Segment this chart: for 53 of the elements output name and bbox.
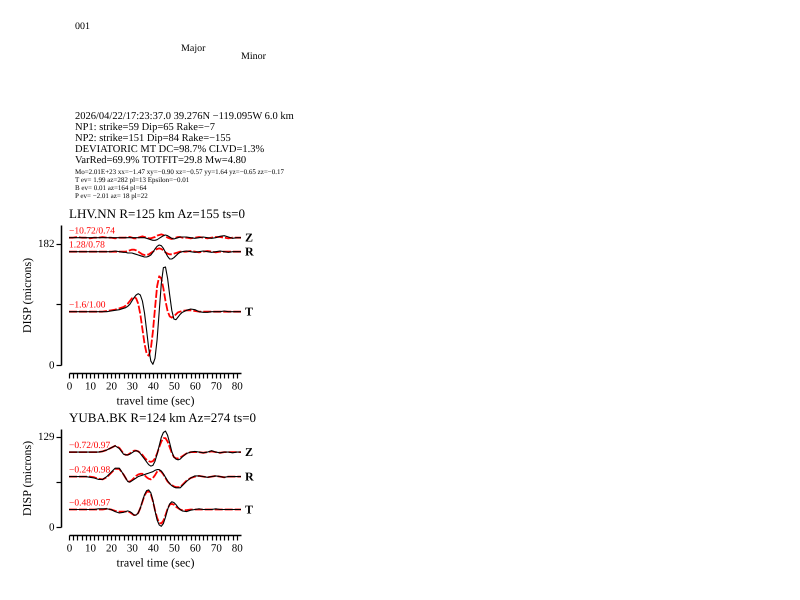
x-tick-label: 0 xyxy=(66,380,73,392)
line-series xyxy=(68,437,242,463)
line-series xyxy=(68,266,242,365)
x-tick-label: 30 xyxy=(126,542,138,554)
x-tick-label: 40 xyxy=(148,542,160,554)
y-tick-label: 0 xyxy=(49,360,55,372)
line-series xyxy=(68,275,242,357)
x-tick-label: 20 xyxy=(106,542,118,554)
x-tick-label: 40 xyxy=(148,380,160,392)
text: 2026/04/22/17:23:37.0 39.276N −119.095W 6.0 km xyxy=(75,111,294,122)
y-axis-title: DISP (microns) xyxy=(20,258,34,334)
series-label: 1.28/0.78 xyxy=(69,240,106,251)
series-label: −0.24/0.98 xyxy=(69,466,110,476)
series-label: Z xyxy=(245,445,254,460)
series-label: T xyxy=(245,304,254,319)
chart-title: YUBA.BK R=124 km Az=274 ts=0 xyxy=(69,410,256,425)
x-tick-label: 50 xyxy=(168,542,180,554)
y-tick-label: 182 xyxy=(38,238,54,250)
text: Minor xyxy=(241,51,267,62)
y-axis-title: DISP (microns) xyxy=(20,440,34,516)
text: 001 xyxy=(75,21,90,32)
x-tick-label: 50 xyxy=(168,380,180,392)
x-tick-label: 30 xyxy=(126,380,138,392)
x-tick-label: 0 xyxy=(66,542,73,554)
x-tick-label: 60 xyxy=(190,380,202,392)
text: VarRed=69.9% TOTFIT=29.8 Mw=4.80 xyxy=(75,155,246,166)
text: DEVIATORIC MT DC=98.7% CLVD=1.3% xyxy=(75,144,265,155)
line-series xyxy=(68,247,242,256)
x-tick-label: 10 xyxy=(84,542,96,554)
x-tick-label: 60 xyxy=(190,542,202,554)
series-label: −0.48/0.97 xyxy=(69,498,110,508)
line-series xyxy=(68,430,242,467)
y-tick-label: 0 xyxy=(49,522,55,534)
series-label: −0.72/0.97 xyxy=(69,441,110,452)
y-tick-label: 129 xyxy=(38,431,55,444)
text: NP2: strike=151 Dip=84 Rake=−155 xyxy=(75,133,231,144)
series-label: Z xyxy=(245,230,254,245)
series-label: R xyxy=(245,244,254,259)
text: NP1: strike=59 Dip=65 Rake=−7 xyxy=(75,122,216,133)
x-tick-label: 10 xyxy=(84,380,96,392)
series-label: −10.72/0.74 xyxy=(69,226,116,237)
x-tick-label: 20 xyxy=(106,380,118,392)
text: Major xyxy=(181,43,206,54)
x-axis-title: travel time (sec) xyxy=(116,556,194,570)
x-tick-label: 70 xyxy=(210,542,222,554)
x-tick-label: 70 xyxy=(210,380,222,392)
x-axis-title: travel time (sec) xyxy=(116,394,194,408)
x-tick-label: 80 xyxy=(232,542,244,554)
chart-title: LHV.NN R=125 km Az=155 ts=0 xyxy=(69,206,245,221)
series-label: −1.6/1.00 xyxy=(69,300,106,311)
x-tick-label: 80 xyxy=(232,380,244,392)
series-label: R xyxy=(245,470,254,484)
series-label: T xyxy=(245,502,254,516)
